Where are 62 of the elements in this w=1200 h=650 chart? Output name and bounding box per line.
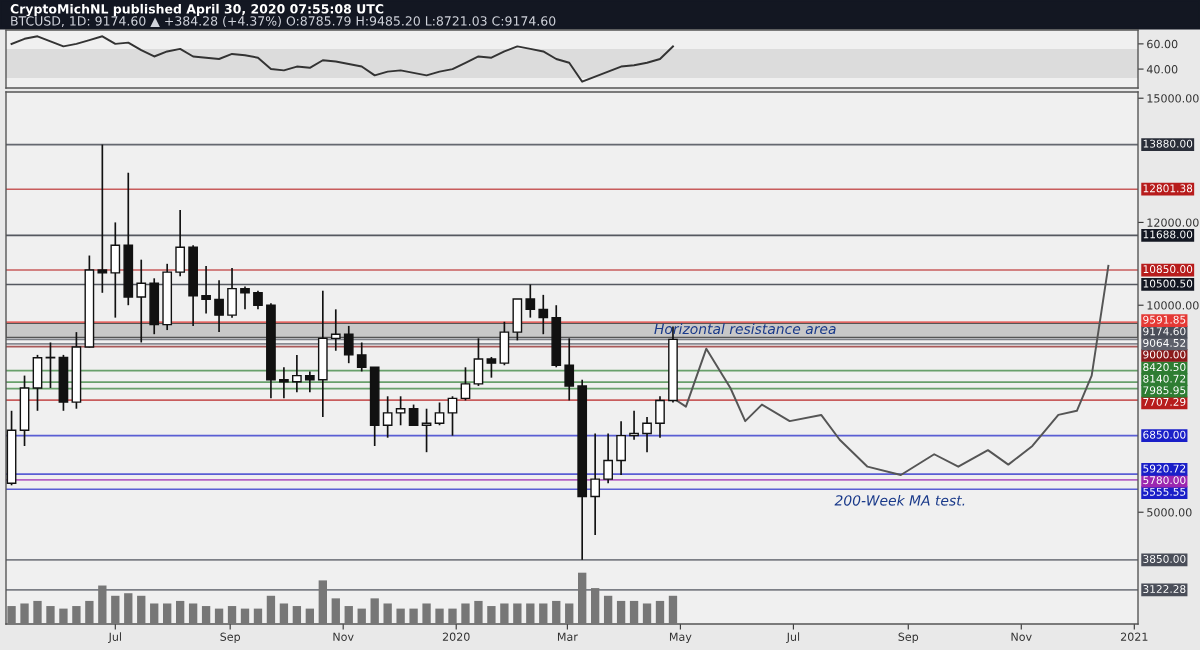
bar [435, 608, 444, 624]
bar [409, 608, 418, 624]
bar [565, 603, 574, 624]
bar [33, 600, 42, 624]
bar [305, 608, 315, 624]
bar [344, 606, 353, 624]
bar [642, 603, 652, 624]
bar [124, 593, 133, 624]
bar [552, 600, 561, 624]
bar [500, 603, 509, 624]
bar [629, 600, 639, 624]
bar [461, 603, 470, 624]
bar [357, 608, 366, 624]
bar [487, 606, 496, 624]
bar [383, 603, 392, 624]
bar [422, 603, 431, 624]
bar [175, 600, 185, 624]
bar [331, 598, 340, 624]
bar [266, 595, 276, 624]
bar [526, 603, 535, 624]
bar [292, 606, 302, 624]
candlestick [408, 403, 419, 427]
bar [253, 608, 263, 624]
bar [318, 580, 327, 624]
candlestick [473, 337, 484, 387]
bar [163, 603, 172, 624]
bar [46, 606, 55, 624]
bar [201, 606, 211, 624]
candlestick [58, 354, 69, 412]
bar [448, 608, 457, 624]
bar [590, 588, 600, 624]
candlestick [486, 356, 497, 379]
candlestick [32, 354, 43, 412]
bar [474, 600, 483, 624]
bar [655, 600, 665, 624]
bar [616, 600, 626, 624]
bar [578, 572, 587, 624]
bar [513, 603, 522, 624]
bar [188, 603, 198, 624]
bar [72, 606, 81, 624]
candlestick [19, 374, 30, 447]
candlestick [460, 366, 471, 402]
bar [85, 600, 94, 624]
bar [240, 608, 250, 624]
bar [150, 603, 159, 624]
bar [668, 595, 678, 624]
bar [98, 585, 107, 624]
bar [539, 603, 548, 624]
line-series [10, 35, 674, 83]
bar [137, 595, 146, 624]
bar [20, 603, 29, 624]
bar [279, 603, 289, 624]
candlestick [434, 401, 445, 427]
bar [370, 598, 379, 624]
bar [214, 608, 224, 624]
bar [227, 606, 237, 624]
candlestick [447, 395, 458, 437]
bar [111, 595, 120, 624]
bar [396, 608, 405, 624]
bar [7, 606, 16, 624]
bar [59, 608, 68, 624]
bar [603, 595, 613, 624]
